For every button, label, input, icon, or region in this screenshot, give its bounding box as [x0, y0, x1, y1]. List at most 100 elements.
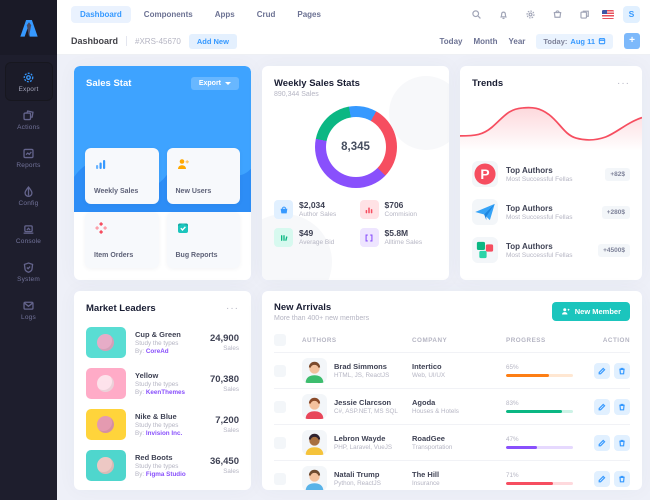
product-desc: Study the types — [135, 422, 179, 429]
search-button[interactable] — [467, 5, 485, 23]
column-authors[interactable]: Authors — [302, 336, 337, 344]
delete-button[interactable] — [614, 470, 630, 487]
author-name[interactable]: Brad Simmons — [334, 362, 387, 371]
brand-link[interactable]: Invision Inc. — [145, 430, 183, 437]
sidebar-item-config[interactable]: Config — [6, 177, 52, 214]
row-checkbox[interactable] — [274, 472, 286, 485]
edit-button[interactable] — [594, 362, 610, 379]
language-flag-icon[interactable] — [602, 9, 614, 19]
cart-button[interactable] — [548, 5, 566, 23]
product-thumbnail — [86, 327, 126, 358]
add-new-button[interactable]: Add New — [188, 33, 237, 49]
tile-label: Item Orders — [94, 252, 134, 259]
tab-dashboard[interactable]: Dashboard — [71, 5, 131, 23]
tile-weekly-sales[interactable]: Weekly Sales — [85, 148, 159, 204]
product-name: Red Boots — [135, 453, 173, 462]
sidebar-item-export[interactable]: Export — [5, 63, 52, 100]
company-name: Agoda — [412, 398, 436, 407]
select-all-checkbox[interactable] — [274, 334, 286, 346]
market-item[interactable]: Red Boots Study the types By: Figma Stud… — [86, 445, 239, 486]
progress-bar — [506, 409, 573, 414]
tab-components[interactable]: Components — [143, 9, 193, 19]
range-month[interactable]: Month — [473, 36, 498, 46]
tab-apps[interactable]: Apps — [214, 9, 235, 19]
sidebar-item-actions[interactable]: Actions — [6, 101, 52, 138]
laptop-icon — [23, 224, 34, 234]
basket-icon — [274, 200, 293, 219]
column-company[interactable]: Company — [412, 336, 448, 344]
sidebar-item-reports[interactable]: Reports — [6, 139, 52, 176]
sales-stat-card: Sales Stat Export Weekly Sales New Users — [74, 66, 251, 280]
new-arrivals-card: New Arrivals More than 400+ new members … — [262, 291, 642, 490]
brand-link[interactable]: Figma Studio — [145, 471, 186, 478]
delete-button[interactable] — [614, 362, 630, 379]
market-item[interactable]: Yellow Study the types By: KeenThemes 70… — [86, 363, 239, 404]
sidebar-item-logs[interactable]: Logs — [6, 291, 52, 328]
stat-label: Alltime Sales — [384, 239, 423, 246]
row-checkbox[interactable] — [274, 364, 286, 377]
range-today[interactable]: Today — [439, 36, 463, 46]
tile-bug-reports[interactable]: Bug Reports — [166, 212, 240, 268]
product-name: Cup & Green — [135, 330, 181, 339]
market-item[interactable]: Nike & Blue Study the types By: Invision… — [86, 404, 239, 445]
row-checkbox[interactable] — [274, 400, 286, 413]
edit-button[interactable] — [594, 470, 610, 487]
trash-icon — [619, 439, 625, 446]
delete-button[interactable] — [614, 434, 630, 451]
user-avatar[interactable]: S — [623, 5, 640, 23]
table-row: Brad Simmons HTML, JS, ReactJS Intertico W… — [274, 352, 630, 388]
delete-button[interactable] — [614, 398, 630, 415]
export-dropdown-button[interactable]: Export — [190, 77, 239, 90]
quick-panel-button[interactable] — [575, 5, 593, 23]
row-checkbox[interactable] — [274, 436, 286, 449]
sidebar-item-system[interactable]: System — [6, 253, 52, 290]
app-logo[interactable] — [0, 0, 57, 55]
sales-value: 36,450 — [209, 456, 239, 467]
arrivals-subtitle: More than 400+ new members — [274, 315, 370, 322]
notifications-button[interactable] — [494, 5, 512, 23]
sidebar-item-console[interactable]: Console — [6, 215, 52, 252]
sidebar-item-label: Actions — [17, 123, 40, 131]
date-picker-button[interactable]: Today: Aug 11 — [536, 33, 613, 49]
sales-label: Sales — [223, 386, 239, 393]
more-menu-icon[interactable]: ··· — [226, 303, 239, 314]
edit-button[interactable] — [594, 398, 610, 415]
table-row: Natali Trump Python, ReactJS The Hill Insu… — [274, 460, 630, 490]
stat-value: $2,034 — [299, 200, 325, 210]
new-member-button[interactable]: New Member — [551, 302, 630, 321]
chevron-down-icon — [225, 82, 231, 85]
progress-bar — [506, 445, 573, 450]
brand-link[interactable]: CoreAd — [145, 348, 169, 355]
progress-bar — [506, 481, 573, 486]
tab-crud[interactable]: Crud — [256, 9, 276, 19]
brand-link[interactable]: KeenThemes — [145, 389, 186, 396]
by-label: By: — [135, 471, 145, 478]
author-name[interactable]: Jessie Clarcson — [334, 398, 392, 407]
sidebar-item-label: Logs — [21, 313, 36, 321]
trends-item[interactable]: Top Authors Most Successful Fellas +4500$ — [472, 231, 630, 269]
avatar — [302, 430, 327, 455]
author-name[interactable]: Lebron Wayde — [334, 434, 386, 443]
stat-average-bid: $49 Average Bid — [274, 228, 352, 247]
tab-pages[interactable]: Pages — [297, 9, 321, 19]
sales-value: 7,200 — [215, 415, 239, 426]
nav-tabs: Dashboard Components Apps Crud Pages — [71, 5, 330, 23]
avatar — [302, 394, 327, 419]
trends-item[interactable]: Top Authors Most Successful Fellas +280$ — [472, 193, 630, 231]
trash-icon — [619, 403, 625, 410]
settings-button[interactable] — [521, 5, 539, 23]
edit-button[interactable] — [594, 434, 610, 451]
market-item[interactable]: Cup & Green Study the types By: CoreAd 2… — [86, 322, 239, 363]
range-year[interactable]: Year — [508, 36, 526, 46]
divider — [126, 36, 128, 46]
pencil-icon — [598, 367, 606, 374]
trends-item[interactable]: P Top Authors Most Successful Fellas +82$ — [472, 155, 630, 193]
sales-stat-title: Sales Stat — [86, 78, 132, 89]
column-progress[interactable]: Progress — [506, 336, 546, 344]
tile-new-users[interactable]: New Users — [166, 148, 240, 204]
tile-item-orders[interactable]: Item Orders — [85, 212, 159, 268]
author-name[interactable]: Natali Trump — [334, 470, 380, 479]
product-name: Nike & Blue — [135, 412, 177, 421]
more-menu-icon[interactable]: ··· — [617, 78, 630, 89]
quick-add-button[interactable]: + — [624, 33, 640, 49]
